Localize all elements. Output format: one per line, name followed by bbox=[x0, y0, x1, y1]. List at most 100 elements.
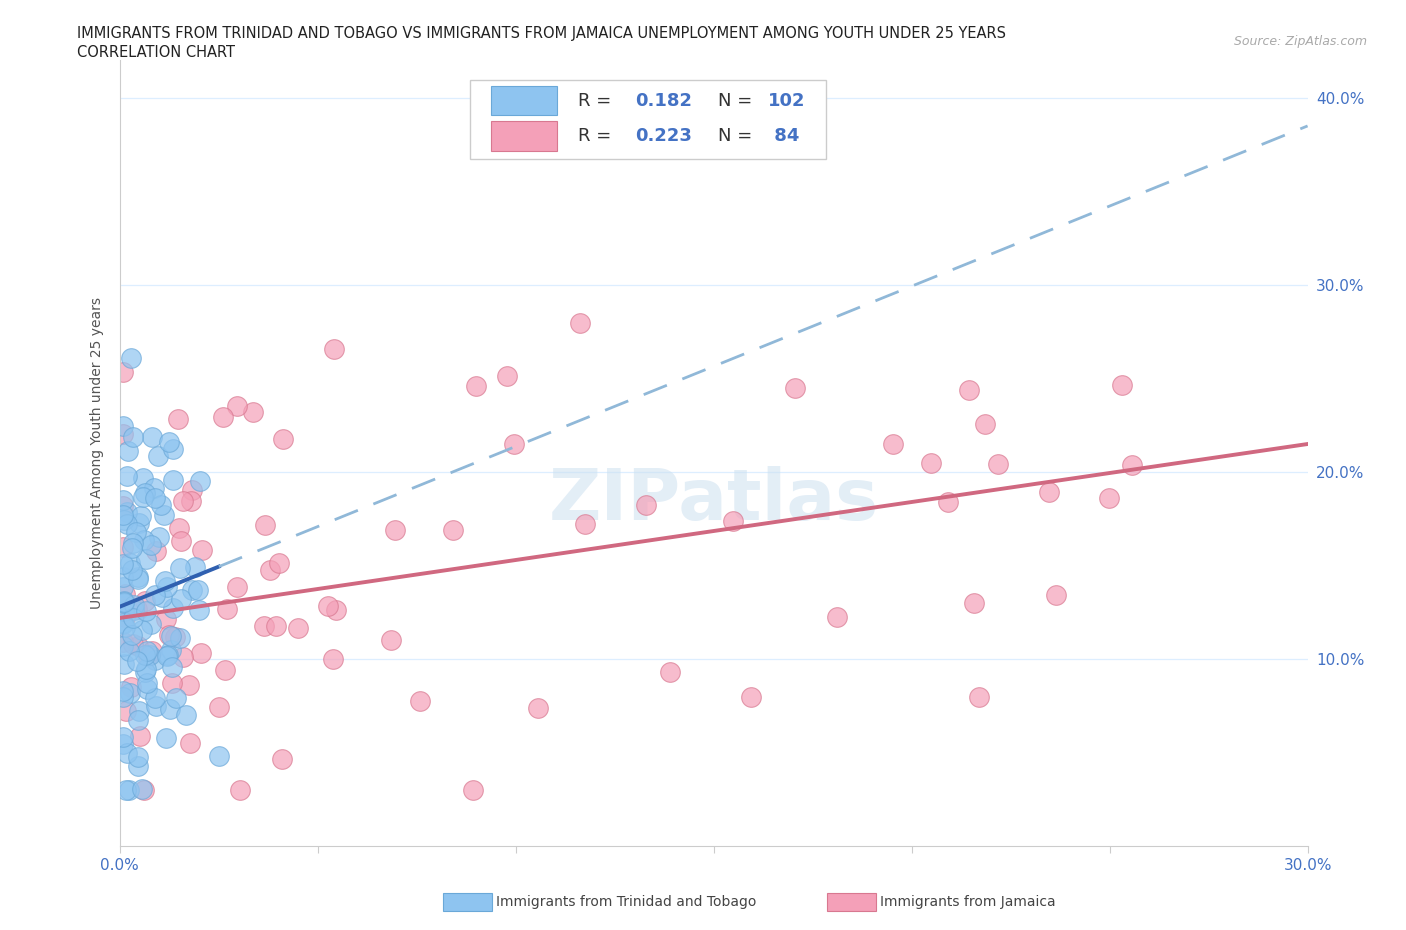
Point bbox=[166, 411, 188, 426]
Point bbox=[180, 483, 202, 498]
Point bbox=[141, 430, 163, 445]
Point bbox=[187, 583, 209, 598]
Point bbox=[122, 610, 145, 625]
Point bbox=[496, 368, 519, 383]
Point bbox=[266, 619, 288, 634]
Point bbox=[155, 649, 177, 664]
Point bbox=[225, 580, 247, 595]
Point bbox=[967, 690, 990, 705]
FancyBboxPatch shape bbox=[470, 80, 827, 159]
Text: 84: 84 bbox=[768, 126, 800, 145]
Point bbox=[143, 588, 166, 603]
Point bbox=[169, 561, 191, 576]
Point bbox=[122, 603, 145, 618]
Point bbox=[138, 648, 160, 663]
Point bbox=[139, 538, 162, 552]
Point bbox=[271, 751, 294, 766]
Point bbox=[135, 604, 157, 618]
Point bbox=[214, 662, 236, 677]
Point bbox=[115, 504, 138, 519]
Point bbox=[242, 405, 264, 420]
Point bbox=[187, 603, 209, 618]
Y-axis label: Unemployment Among Youth under 25 years: Unemployment Among Youth under 25 years bbox=[90, 298, 104, 609]
Point bbox=[112, 730, 135, 745]
Point bbox=[148, 530, 170, 545]
Point bbox=[1038, 485, 1060, 499]
Point bbox=[112, 615, 135, 630]
Point bbox=[120, 685, 142, 700]
Point bbox=[112, 594, 135, 609]
Point bbox=[271, 432, 294, 446]
Point bbox=[172, 649, 194, 664]
Point bbox=[131, 490, 153, 505]
Point bbox=[112, 498, 135, 513]
Point bbox=[122, 597, 145, 612]
Text: R =: R = bbox=[578, 126, 617, 145]
Point bbox=[112, 508, 135, 523]
Point bbox=[188, 473, 211, 488]
Point bbox=[217, 602, 239, 617]
Point bbox=[122, 636, 145, 651]
Point bbox=[162, 472, 184, 487]
Point bbox=[322, 651, 344, 666]
Point bbox=[114, 783, 136, 798]
Point bbox=[114, 610, 136, 625]
Point bbox=[322, 342, 344, 357]
Point bbox=[987, 457, 1010, 472]
Point bbox=[229, 783, 252, 798]
Point bbox=[1045, 588, 1067, 603]
Point bbox=[142, 481, 165, 496]
Point bbox=[112, 418, 135, 433]
Point bbox=[156, 579, 179, 594]
Point bbox=[267, 556, 290, 571]
Point bbox=[148, 448, 170, 463]
Point bbox=[143, 691, 166, 706]
Point bbox=[135, 676, 157, 691]
Point bbox=[152, 508, 174, 523]
Point bbox=[145, 544, 167, 559]
Point bbox=[128, 704, 150, 719]
Point bbox=[159, 628, 181, 643]
Point bbox=[208, 700, 231, 715]
Point bbox=[170, 534, 193, 549]
Point bbox=[380, 632, 402, 647]
Point bbox=[117, 516, 139, 531]
Point bbox=[169, 630, 191, 644]
Point bbox=[443, 523, 465, 538]
Point bbox=[409, 694, 432, 709]
Point bbox=[122, 430, 145, 445]
Point bbox=[121, 627, 143, 642]
Point bbox=[112, 365, 135, 379]
Point bbox=[125, 525, 148, 539]
Point bbox=[527, 701, 550, 716]
Point bbox=[973, 417, 995, 432]
Point bbox=[112, 596, 135, 611]
Point bbox=[127, 712, 149, 727]
Point bbox=[1121, 458, 1143, 472]
Text: 0.223: 0.223 bbox=[636, 126, 692, 145]
Text: N =: N = bbox=[718, 91, 758, 110]
Point bbox=[176, 708, 198, 723]
Point bbox=[118, 644, 141, 658]
Point bbox=[721, 514, 744, 529]
Point bbox=[159, 643, 181, 658]
Point bbox=[157, 647, 180, 662]
Point bbox=[112, 635, 135, 650]
Point bbox=[184, 559, 207, 574]
Point bbox=[131, 623, 153, 638]
Point bbox=[253, 618, 276, 633]
Point bbox=[177, 678, 200, 693]
Point bbox=[162, 676, 184, 691]
Point bbox=[112, 737, 135, 751]
Text: 0.182: 0.182 bbox=[636, 91, 692, 110]
Point bbox=[132, 533, 155, 548]
Point bbox=[208, 749, 231, 764]
Point bbox=[162, 441, 184, 456]
Point bbox=[118, 783, 141, 798]
Point bbox=[112, 426, 135, 441]
Point bbox=[127, 639, 149, 654]
Point bbox=[150, 590, 173, 604]
Point bbox=[179, 735, 201, 750]
Point bbox=[740, 689, 762, 704]
Point bbox=[117, 469, 139, 484]
